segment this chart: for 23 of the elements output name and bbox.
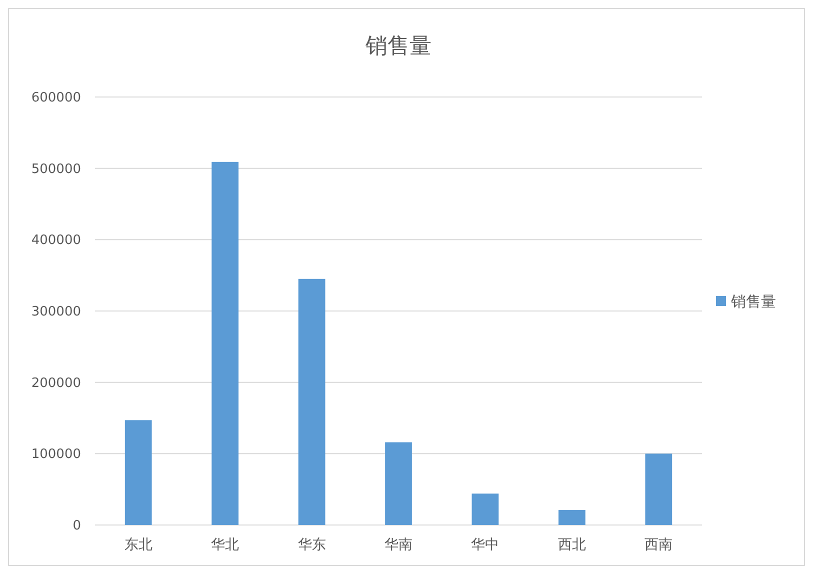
x-tick-label: 华北 xyxy=(211,537,240,553)
x-tick-label: 东北 xyxy=(124,537,152,553)
x-tick-label: 西北 xyxy=(558,537,586,553)
bar xyxy=(385,442,412,525)
x-tick-label: 华东 xyxy=(298,537,326,553)
y-tick-label: 200000 xyxy=(31,376,81,391)
y-tick-label: 0 xyxy=(72,518,81,534)
bar xyxy=(298,278,326,525)
bar xyxy=(472,494,499,525)
x-tick-label: 华中 xyxy=(471,537,500,553)
y-tick-label: 400000 xyxy=(31,233,81,248)
bar xyxy=(645,454,672,525)
x-tick-label: 华南 xyxy=(384,537,412,553)
chart-title: 销售量 xyxy=(364,34,432,59)
y-tick-label: 300000 xyxy=(31,304,81,320)
y-tick-label: 500000 xyxy=(31,162,81,177)
x-tick-label: 西南 xyxy=(644,537,673,553)
bar xyxy=(124,420,152,525)
y-tick-label: 600000 xyxy=(31,90,81,106)
bar xyxy=(558,510,586,525)
y-tick-label: 100000 xyxy=(31,447,81,462)
legend-label: 销售量 xyxy=(730,292,776,310)
bar xyxy=(212,162,239,525)
